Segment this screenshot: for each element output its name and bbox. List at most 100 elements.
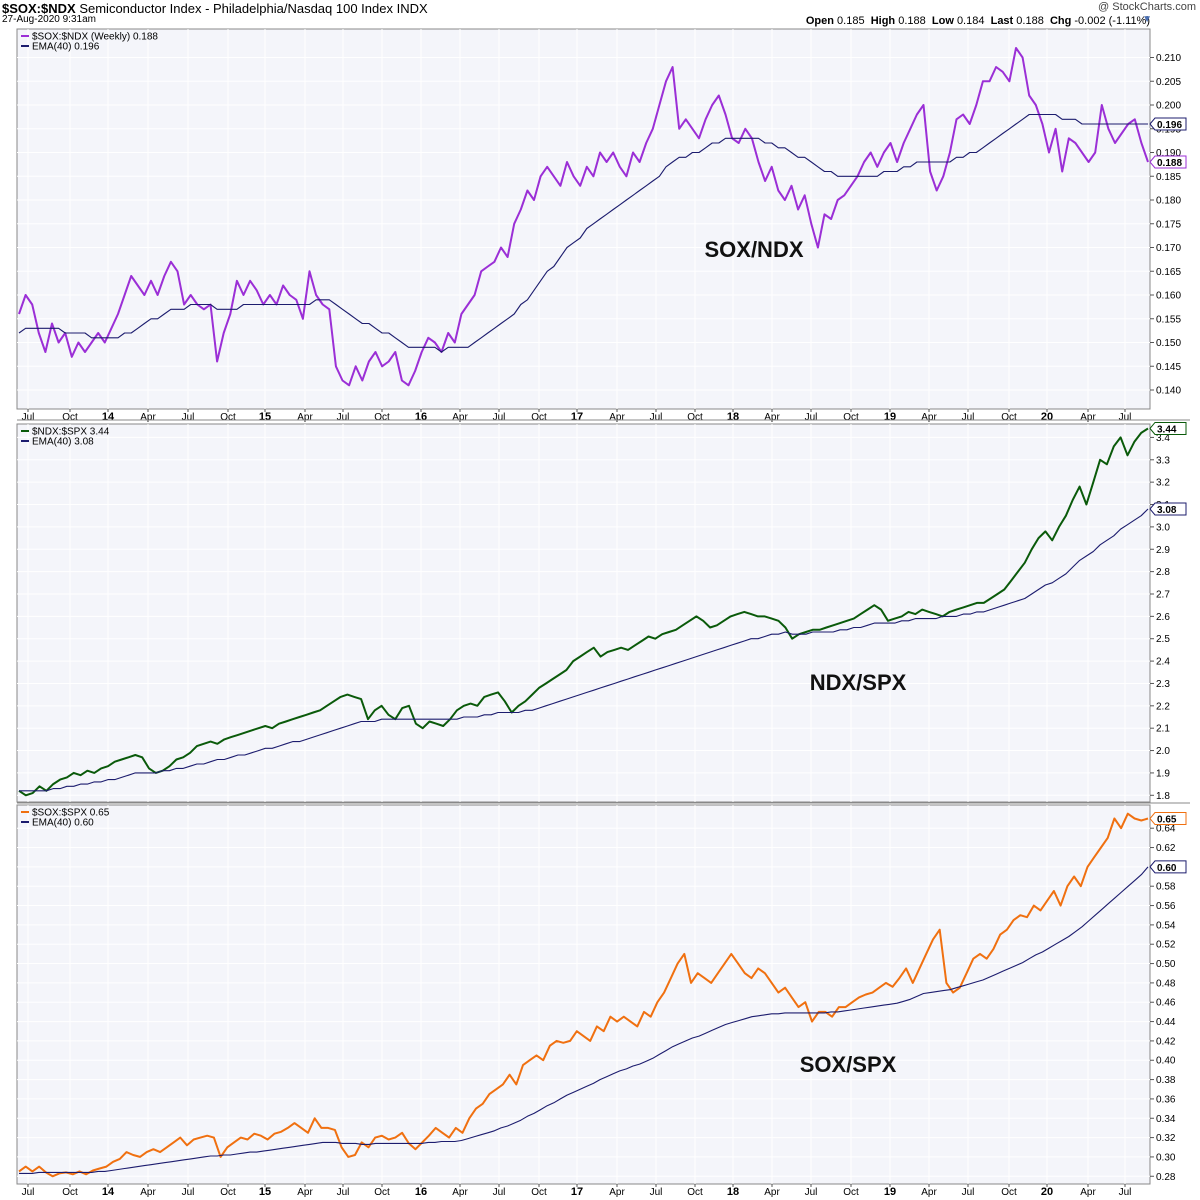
x-tick-label: Jul: [493, 1187, 506, 1198]
last-value-label: 0.65: [1149, 812, 1187, 826]
x-tick-label: Jul: [650, 412, 663, 423]
chg-label: Chg: [1049, 15, 1072, 27]
x-tick-label: 16: [415, 411, 427, 423]
low-label: Low: [931, 15, 954, 27]
y-tick-label: 2.8: [1156, 567, 1170, 578]
stockcharts-logo: @ StockCharts.com: [1098, 1, 1196, 13]
y-tick-label: 0.165: [1156, 267, 1181, 278]
x-tick-label: Apr: [764, 1187, 780, 1198]
legend-entry: $SOX:$SPX 0.65: [32, 808, 110, 819]
y-tick-label: 3.0: [1156, 522, 1170, 533]
y-tick-label: 3.4: [1156, 433, 1170, 444]
y-tick-label: 0.34: [1156, 1114, 1176, 1125]
y-tick-label: 0.48: [1156, 978, 1176, 989]
y-tick-label: 0.64: [1156, 824, 1176, 835]
x-tick-label: 18: [727, 411, 739, 423]
x-tick-label: Jul: [337, 412, 350, 423]
plot-area: [16, 28, 1151, 410]
x-tick-label: Jul: [1119, 1187, 1132, 1198]
x-tick-label: Oct: [687, 1187, 703, 1198]
x-tick-label: Jul: [22, 412, 35, 423]
last-value-text: 0.188: [1157, 158, 1182, 169]
y-tick-label: 0.175: [1156, 219, 1181, 230]
y-tick-label: 0.50: [1156, 959, 1176, 970]
y-tick-label: 0.44: [1156, 1017, 1176, 1028]
x-tick-label: 17: [571, 411, 583, 423]
chart-title: $SOX:$NDX Semiconductor Index - Philadel…: [2, 1, 428, 16]
legend-entry: EMA(40) 3.08: [32, 437, 94, 448]
last-value-label: 3.44: [1149, 421, 1187, 435]
plot-area: [16, 423, 1151, 803]
series-line-price: [18, 812, 1149, 1178]
open-value: 0.185: [837, 15, 865, 27]
x-tick-label: Apr: [609, 412, 625, 423]
y-tick-label: 2.2: [1156, 701, 1170, 712]
y-tick-label: 0.42: [1156, 1036, 1176, 1047]
y-tick-label: 0.28: [1156, 1172, 1176, 1183]
x-tick-label: 19: [884, 411, 896, 423]
y-tick-label: 3.3: [1156, 455, 1170, 466]
x-tick-label: Oct: [843, 412, 859, 423]
last-value-label: 3.08: [1149, 502, 1187, 516]
y-tick-label: 0.185: [1156, 172, 1181, 183]
legend-entry: $SOX:$NDX (Weekly) 0.188: [32, 32, 158, 43]
x-tick-label: Jul: [650, 1187, 663, 1198]
y-tick-label: 1.8: [1156, 791, 1170, 802]
x-tick-label: Jul: [962, 412, 975, 423]
y-tick-label: 0.38: [1156, 1075, 1176, 1086]
x-tick-label: Oct: [374, 1187, 390, 1198]
plot-area: [16, 804, 1151, 1185]
chart-annotation: SOX/NDX: [704, 237, 803, 262]
y-tick-label: 0.205: [1156, 77, 1181, 88]
x-tick-label: Oct: [220, 412, 236, 423]
x-tick-label: Apr: [140, 1187, 156, 1198]
quote-summary: Open 0.185 High 0.188 Low 0.184 Last 0.1…: [806, 15, 1150, 27]
chart-annotation: NDX/SPX: [810, 670, 907, 695]
last-value-text: 0.196: [1157, 120, 1182, 131]
x-tick-label: Apr: [1080, 412, 1096, 423]
y-tick-label: 1.9: [1156, 768, 1170, 779]
symbol: $SOX:$NDX: [2, 1, 76, 16]
series-line-price: [18, 47, 1149, 387]
panel-ndx-spx: 1.8 1.9 2.0 2.1 2.2 2.3 2.4 2.5 2.6 2.7 2.8 2.9 3.0 3…: [16, 421, 1187, 803]
chg-value: -0.002 (-1.11%): [1074, 15, 1150, 27]
x-tick-label: Oct: [531, 1187, 547, 1198]
x-tick-label: Jul: [1119, 412, 1132, 423]
last-label: Last: [990, 15, 1014, 27]
x-tick-label: Jul: [962, 1187, 975, 1198]
dropdown-arrow-icon[interactable]: ▼: [1142, 14, 1152, 25]
y-tick-label: 0.150: [1156, 338, 1181, 349]
x-tick-label: 19: [884, 1186, 896, 1198]
y-tick-label: 0.32: [1156, 1133, 1176, 1144]
x-tick-label: 14: [102, 411, 115, 423]
x-tick-label: Oct: [62, 412, 78, 423]
x-tick-label: Apr: [297, 412, 313, 423]
last-value: 0.188: [1016, 15, 1044, 27]
series-line-ema: [19, 508, 1149, 792]
x-tick-label: Oct: [1001, 412, 1017, 423]
panel-sox-spx: 0.28 0.30 0.32 0.34 0.36 0.38 0.40 0.42 0.44 0.46…: [16, 804, 1187, 1198]
y-tick-label: 0.210: [1156, 53, 1181, 64]
x-tick-label: Apr: [609, 1187, 625, 1198]
x-tick-label: 20: [1041, 1186, 1053, 1198]
x-tick-label: Oct: [843, 1187, 859, 1198]
y-tick-label: 0.160: [1156, 291, 1181, 302]
last-value-text: 0.60: [1157, 863, 1177, 874]
y-tick-label: 2.5: [1156, 634, 1170, 645]
x-tick-label: Jul: [493, 412, 506, 423]
y-tick-label: 0.170: [1156, 243, 1181, 254]
x-tick-label: Apr: [452, 412, 468, 423]
last-value-label: 0.196: [1149, 117, 1187, 131]
y-tick-label: 2.4: [1156, 657, 1170, 668]
panel-sox-ndx: 0.140 0.145 0.150 0.155 0.160 0.165 0.170 0.175…: [16, 28, 1187, 423]
x-tick-label: Apr: [921, 1187, 937, 1198]
x-tick-label: Jul: [182, 412, 195, 423]
y-tick-label: 0.36: [1156, 1094, 1176, 1105]
x-tick-label: Oct: [220, 1187, 236, 1198]
last-value-text: 3.44: [1157, 424, 1177, 435]
y-tick-label: 2.1: [1156, 724, 1170, 735]
y-tick-label: 2.7: [1156, 589, 1170, 600]
y-tick-label: 0.30: [1156, 1152, 1176, 1163]
x-tick-label: 14: [102, 1186, 115, 1198]
